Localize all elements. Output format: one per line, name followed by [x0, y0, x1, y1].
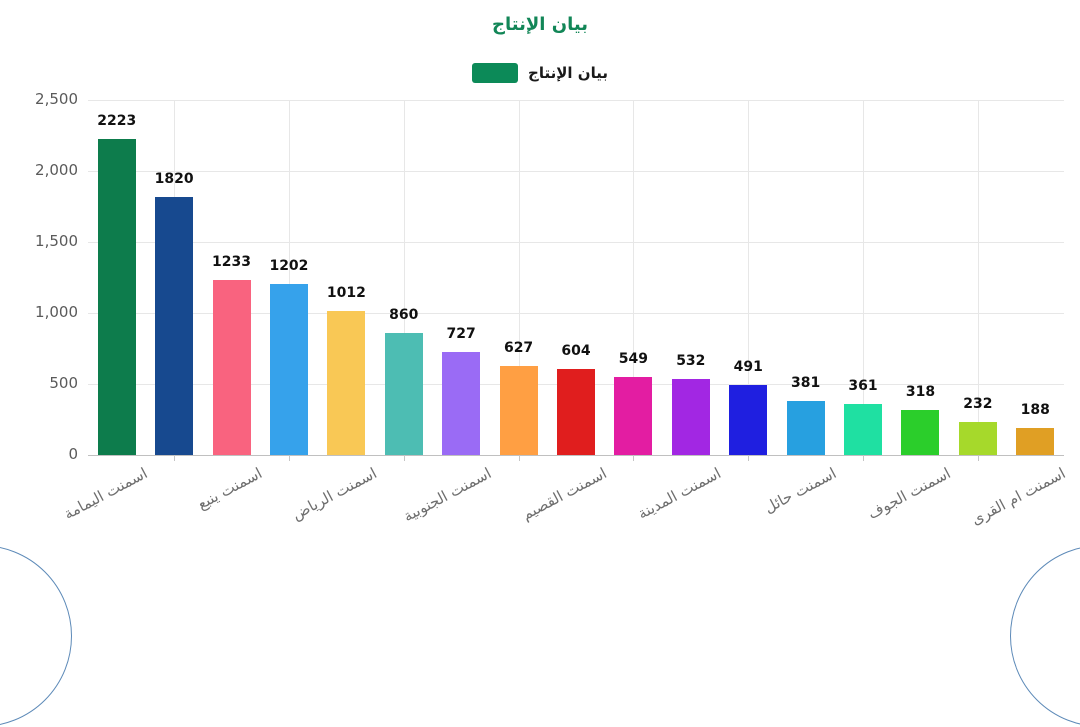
bar[interactable]	[901, 409, 940, 455]
bar[interactable]	[499, 365, 538, 455]
x-axis-label: اسمنت المدينة	[635, 464, 725, 523]
legend-label: بيان الإنتاج	[528, 64, 608, 82]
x-axis-tick	[403, 455, 405, 461]
y-axis-label: 1,000	[35, 303, 78, 321]
legend-item[interactable]: بيان الإنتاج	[0, 60, 1080, 86]
bar[interactable]	[327, 311, 366, 455]
bar-value-label: 188	[1020, 402, 1050, 419]
bar-value-label: 1233	[212, 253, 251, 270]
bar-value-label: 2223	[97, 113, 137, 130]
bar[interactable]	[671, 379, 710, 455]
corner-arc-left	[0, 545, 72, 727]
x-axis-label: اسمنت حائل	[761, 464, 840, 517]
bar-value-label: 604	[561, 343, 591, 360]
y-axis-label: 500	[49, 374, 78, 392]
bar-value-label: 860	[389, 306, 419, 323]
gridline-vertical	[977, 100, 979, 455]
bar-chart-plot: 2223 1820 1233 1202 1012 860 727 627 604 549 532 49…	[88, 100, 1064, 456]
x-axis-tick	[633, 455, 635, 461]
bar-value-label: 627	[503, 339, 534, 356]
bar[interactable]	[786, 400, 825, 455]
bar-value-label: 727	[446, 325, 476, 342]
bar[interactable]	[557, 369, 595, 455]
bar-value-label: 232	[963, 396, 993, 413]
bar[interactable]	[442, 351, 481, 455]
gridline-vertical	[288, 100, 290, 455]
gridline-vertical	[518, 100, 520, 455]
bar-value-label: 491	[733, 359, 763, 376]
bar[interactable]	[269, 284, 308, 455]
y-axis-label: 2,000	[35, 161, 78, 179]
x-axis-label: اسمنت اليمامة	[60, 464, 151, 524]
bar[interactable]	[97, 139, 136, 455]
y-axis-label: 2,500	[35, 90, 78, 108]
bar[interactable]	[729, 385, 768, 455]
gridline-horizontal	[88, 313, 1064, 314]
bar[interactable]	[384, 332, 423, 455]
bar-value-label: 381	[791, 374, 821, 391]
x-axis-tick	[977, 455, 979, 461]
x-axis-label: اسمنت الرياض	[288, 464, 380, 524]
x-axis-tick	[288, 455, 290, 461]
x-axis-tick	[174, 455, 176, 461]
gridline-vertical	[748, 100, 750, 455]
bar[interactable]	[212, 279, 251, 455]
gridline-horizontal	[88, 242, 1064, 243]
x-axis-tick	[863, 455, 865, 461]
gridline-vertical	[863, 100, 865, 455]
x-axis-label: اسمنت القصيم	[518, 464, 610, 524]
chart-title: بيان الإنتاج	[492, 14, 588, 35]
bar-value-label: 549	[618, 351, 649, 368]
x-axis-label: اسمنت الجوف	[864, 464, 954, 523]
bar-value-label: 532	[676, 353, 706, 370]
y-axis-label: 1,500	[35, 232, 78, 250]
gridline-horizontal	[88, 100, 1064, 101]
bar[interactable]	[958, 422, 997, 455]
bar[interactable]	[1016, 428, 1055, 455]
bar-value-label: 1820	[154, 170, 194, 187]
bar[interactable]	[844, 403, 883, 455]
gridline-vertical	[403, 100, 405, 455]
bar[interactable]	[614, 377, 653, 455]
bar-value-label: 1012	[326, 285, 366, 302]
bar-value-label: 1202	[269, 258, 309, 275]
x-axis-tick	[518, 455, 520, 461]
x-axis-label: اسمنت الجنوبية	[400, 464, 495, 526]
gridline-vertical	[633, 100, 635, 455]
y-axis-label: 0	[68, 445, 78, 463]
corner-arc-right	[1010, 545, 1080, 727]
legend-swatch-icon	[472, 63, 519, 83]
gridline-horizontal	[88, 171, 1064, 172]
bar-value-label: 318	[905, 383, 936, 400]
bar-value-label: 361	[848, 377, 878, 394]
x-axis-tick	[748, 455, 750, 461]
x-axis-label: اسمنت ينبع	[194, 464, 265, 514]
bar[interactable]	[155, 196, 194, 455]
x-axis-label: اسمنت ام القرى	[968, 464, 1069, 529]
